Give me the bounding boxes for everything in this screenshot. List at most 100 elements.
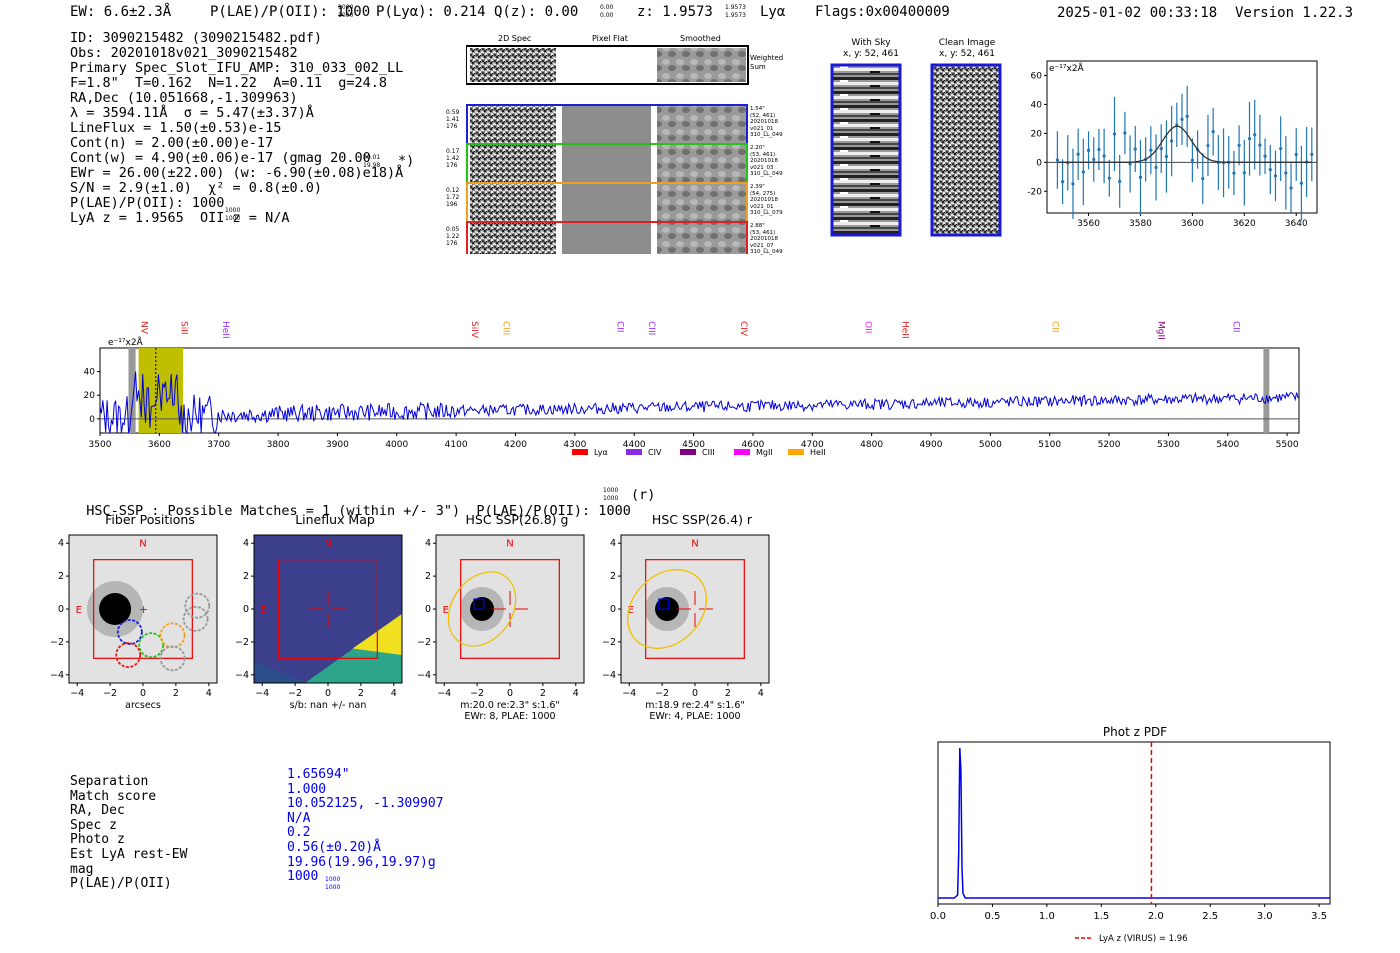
cutout-stat: 0.12 <box>446 187 460 194</box>
photz-frame <box>937 741 1331 905</box>
zoom-point <box>1170 139 1174 143</box>
timestamp: 2025-01-02 00:33:18 <box>1057 5 1218 21</box>
xtick-label: 4 <box>573 688 579 699</box>
zoom-point <box>1149 148 1153 152</box>
match-values: 1.65694" 1.000 10.052125, -1.309907 N/A 0.2 0… <box>287 767 444 885</box>
version: Version 1.22.3 <box>1235 5 1354 21</box>
plae-sub: 1000 <box>338 12 354 19</box>
legend-swatch <box>626 449 642 455</box>
north-label: N <box>139 539 146 550</box>
info-line: λ = 3594.11Å σ = 5.47(±3.37)Å <box>70 105 314 121</box>
match-value: 1.65694" <box>287 767 350 782</box>
zoom-point <box>1118 179 1122 183</box>
cutout-left-stats: 0.59 1.41 176 <box>446 109 459 130</box>
info-plae-sub: 1000 <box>225 215 241 222</box>
photz-chart: Phot z PDF 0.0 0.5 1.0 1.5 2.0 2.5 3.0 3.5 LyA … <box>930 725 1331 944</box>
info-line: RA,Dec (10.051668,-1.309963) <box>70 90 298 106</box>
zoom-xtick-label: 3560 <box>1077 219 1100 229</box>
north-label: N <box>691 539 698 550</box>
cutout-stat: 1.42 <box>446 155 460 162</box>
cutout-info: v021_07 <box>750 242 774 249</box>
zoom-point <box>1242 171 1246 175</box>
legend-label: MgII <box>756 448 773 457</box>
cutout-right-info: 2.39" (54, 275) 20201018 v021_01 310_LL_079 <box>750 184 783 217</box>
zoom-unit-label: e⁻¹⁷x2Å <box>1049 62 1085 74</box>
legend-label: CIV <box>648 448 662 457</box>
weighted-2dspec <box>470 48 556 82</box>
zoom-point <box>1138 175 1143 179</box>
hsc-panel: HSC SSP(26.4) r N E −4 −2 0 2 4 4 2 0 −2 −4 m:18.9 re… <box>602 512 782 732</box>
search-box <box>460 559 560 659</box>
hsc-title: HSC-SSP : Possible Matches = 1 (within +… <box>70 487 631 519</box>
zoom-point <box>1180 117 1184 121</box>
zoom-ytick-label: -20 <box>1027 187 1042 197</box>
full-xtick-label: 3900 <box>326 440 349 450</box>
match-label: Spec z <box>70 817 117 833</box>
zoom-point <box>1310 152 1314 156</box>
full-xtick-label: 4300 <box>563 440 586 450</box>
emission-line-label: CII <box>1231 321 1241 333</box>
cutout-left-stats: 0.17 1.42 176 <box>446 148 459 169</box>
zoom-point <box>1060 180 1065 184</box>
zoom-point <box>1154 165 1158 170</box>
gmag-sup: 20.01 <box>363 154 381 161</box>
aperture-ellipse <box>447 571 517 647</box>
qz-sub: 0.00 <box>600 12 614 19</box>
full-xtick-label: 3600 <box>148 440 171 450</box>
east-label: E <box>76 605 82 616</box>
full-xtick-label: 5000 <box>979 440 1002 450</box>
emission-line-label: SiII <box>178 321 188 335</box>
cutout-info: v021_01 <box>750 203 774 210</box>
fiber-circle <box>184 592 211 619</box>
xtick-label: −2 <box>655 688 669 699</box>
zoom-point <box>1258 143 1262 147</box>
match-value: N/A <box>287 810 311 826</box>
cutout-info: 2.20" <box>750 145 765 151</box>
cutout-stat: 176 <box>446 123 458 130</box>
full-xtick-label: 4700 <box>801 440 824 450</box>
match-value: 1.000 <box>287 781 327 797</box>
zoom-point <box>1102 154 1106 158</box>
match-plae-sup: 1000 <box>325 876 341 883</box>
ytick-label: 2 <box>243 571 249 582</box>
info-line: LyA z = 1.9565 OII z = N/A <box>70 210 290 226</box>
cutout-stat: 176 <box>446 162 458 169</box>
cutout-smoothed <box>657 106 746 143</box>
ytick-label: −2 <box>235 637 249 648</box>
zoom-point <box>1107 176 1111 180</box>
cutout-row-frame <box>466 221 748 254</box>
xtick-label: −4 <box>255 688 269 699</box>
weighted-smoothed <box>657 48 746 82</box>
cutout-info: 310_LL_049 <box>750 249 783 255</box>
cutout-info: (53, 461) <box>750 151 776 158</box>
cutout-pixelflat <box>562 106 651 143</box>
east-label: E <box>443 605 449 616</box>
full-ytick-label: 0 <box>89 415 95 425</box>
hsc-panel-title: HSC SSP(26.8) g <box>465 512 569 527</box>
gmag-sub: 19.98 <box>363 162 381 169</box>
info-line: F=1.8" T=0.162 N=1.22 A=0.11 g=24.8 <box>70 75 387 91</box>
plya-readout: P(Lyα): 0.214 <box>376 4 486 20</box>
zoom-point <box>1159 147 1163 151</box>
photz-xtick-label: 1.0 <box>1039 911 1055 922</box>
zoom-point <box>1247 137 1252 141</box>
zoom-point <box>1253 133 1257 137</box>
xtick-label: 0 <box>507 688 513 699</box>
info-line: Primary Spec_Slot_IFU_AMP: 310_033_002_L… <box>70 60 404 76</box>
qz-readout: Q(z): 0.00 <box>494 4 579 20</box>
xtick-label: −2 <box>288 688 302 699</box>
ytick-label: −2 <box>602 637 616 648</box>
ytick-label: 4 <box>58 538 64 549</box>
zoom-point <box>1263 154 1267 158</box>
cutout-header-pixelflat: Pixel Flat <box>592 34 628 43</box>
cutout-stat: 0.59 <box>446 109 460 116</box>
ytick-label: 2 <box>610 571 616 582</box>
legend-label: Lyα <box>594 448 608 457</box>
emission-line-label: HeII <box>220 321 230 339</box>
cutout-pixelflat <box>562 223 651 254</box>
header-bar: EW: 6.6±2.3Å P(LAE)/P(OII): 1000 1000 10… <box>70 4 1353 24</box>
fiber-circle <box>116 619 143 645</box>
zoom-point <box>1055 158 1059 162</box>
zoom-point <box>1076 152 1080 156</box>
xtick-label: 2 <box>540 688 546 699</box>
